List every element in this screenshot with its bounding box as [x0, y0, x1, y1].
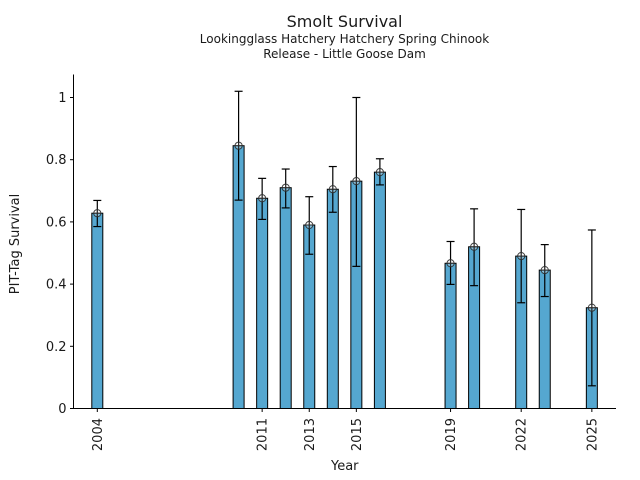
y-axis-label: PIT-Tag Survival	[8, 194, 23, 294]
circled-plus-marker	[281, 183, 290, 192]
y-tick-label: 0.8	[46, 153, 67, 168]
x-tick-label: 2015	[350, 418, 365, 451]
circled-plus-marker	[328, 185, 337, 194]
circled-plus-marker	[517, 252, 526, 261]
x-tick-label: 2025	[585, 418, 600, 451]
bar	[373, 171, 386, 409]
x-tick-label: 2022	[515, 418, 530, 451]
y-tick-label: 0.6	[46, 215, 67, 230]
y-tick-label: 1	[58, 91, 66, 106]
bar	[256, 197, 269, 409]
circled-plus-marker	[234, 141, 243, 150]
chart-header: Smolt Survival Lookingglass Hatchery Hat…	[49, 12, 640, 62]
circled-plus-marker	[470, 242, 479, 251]
bar	[326, 188, 339, 409]
x-tick-label: 2013	[303, 418, 318, 451]
x-axis-label: Year	[330, 459, 359, 474]
chart-title: Smolt Survival	[286, 12, 403, 31]
circled-plus-marker	[93, 209, 102, 218]
x-tick-label: 2011	[256, 418, 271, 451]
bar	[444, 262, 457, 409]
circled-plus-marker	[375, 168, 384, 177]
bar	[279, 187, 292, 409]
chart-subtitle-line2: Release - Little Goose Dam	[263, 47, 426, 61]
circled-plus-marker	[540, 266, 549, 275]
circled-plus-marker	[258, 194, 267, 203]
x-tick-label: 2019	[444, 418, 459, 451]
circled-plus-marker	[446, 259, 455, 268]
circled-plus-marker	[587, 303, 596, 312]
chart-subtitle-line1: Lookingglass Hatchery Hatchery Spring Ch…	[199, 32, 490, 46]
x-tick-label: 2004	[91, 418, 106, 451]
bar	[91, 212, 104, 409]
y-tick-label: 0	[58, 402, 66, 417]
circled-plus-marker	[352, 177, 361, 186]
circled-plus-marker	[305, 220, 314, 230]
y-tick-label: 0.2	[46, 340, 67, 355]
y-tick-label: 0.4	[46, 278, 67, 293]
